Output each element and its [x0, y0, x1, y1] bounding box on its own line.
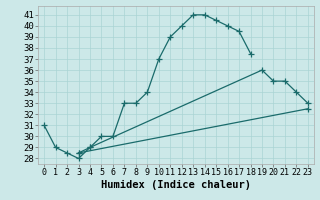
X-axis label: Humidex (Indice chaleur): Humidex (Indice chaleur)	[101, 180, 251, 190]
